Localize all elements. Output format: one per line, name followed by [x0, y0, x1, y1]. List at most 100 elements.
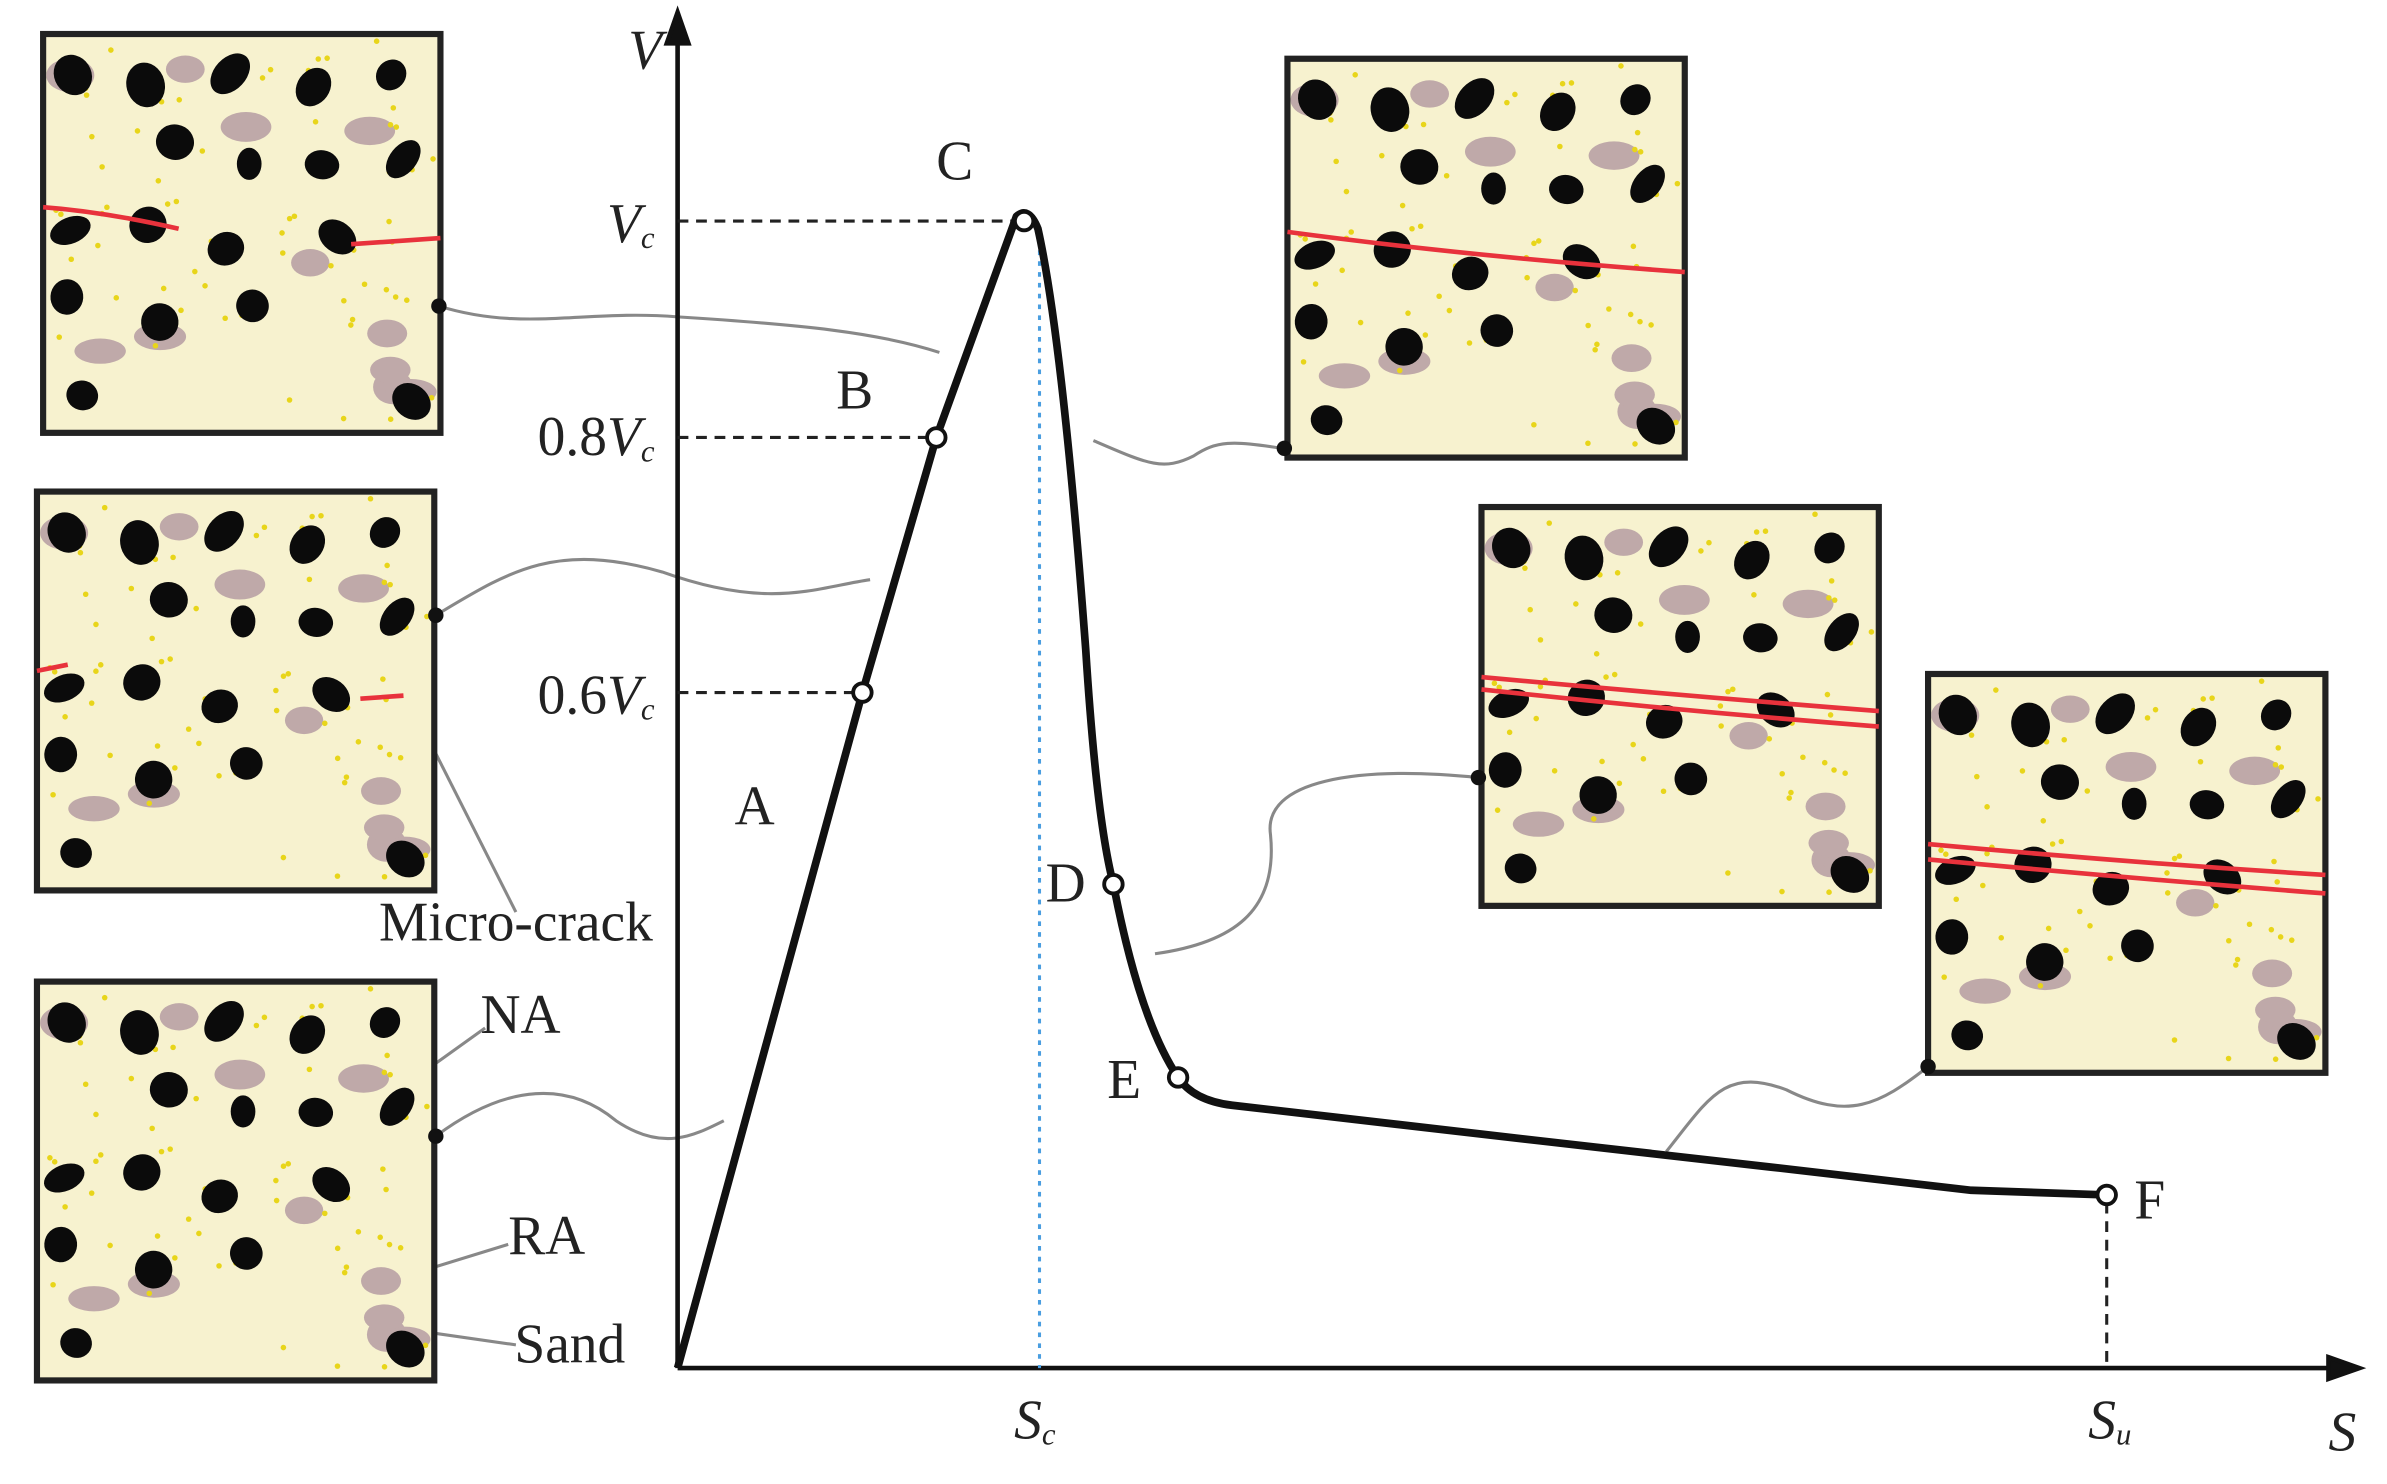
- sand-grain: [383, 1186, 389, 1193]
- recycled-aggregate: [370, 356, 411, 384]
- natural-aggregate: [1294, 240, 1335, 270]
- natural-aggregate: [1935, 919, 1969, 955]
- natural-aggregate: [1814, 532, 1845, 564]
- sand-grain: [279, 230, 285, 236]
- sand-grain: [178, 307, 184, 314]
- natural-aggregate: [1674, 762, 1708, 796]
- natural-aggregate: [392, 383, 431, 420]
- natural-aggregate: [289, 525, 326, 564]
- sand-grain: [280, 673, 287, 679]
- sand-grain: [1409, 225, 1415, 232]
- sand-grain: [1527, 606, 1533, 613]
- recycled-aggregate: [2252, 959, 2293, 988]
- sand-grain: [97, 662, 104, 668]
- natural-aggregate: [1385, 327, 1423, 366]
- sand-grain: [1980, 882, 1986, 889]
- sand-grain: [158, 1148, 165, 1155]
- sand-grain: [380, 676, 386, 682]
- sand-grain: [1494, 807, 1501, 813]
- sand-grain: [1998, 935, 2005, 941]
- crack: [360, 693, 404, 702]
- recycled-aggregate: [159, 1003, 199, 1031]
- anchor-dot: [428, 607, 444, 623]
- recycled-aggregate: [2229, 756, 2281, 786]
- arrow: [2326, 1353, 2367, 1383]
- sand-grain: [1637, 149, 1644, 155]
- sand-grain: [377, 1234, 383, 1241]
- recycled-aggregate: [1535, 273, 1574, 302]
- sand-grain: [134, 128, 141, 134]
- recycled-aggregate: [1464, 136, 1516, 167]
- natural-aggregate: [201, 1179, 238, 1214]
- sand-grain: [193, 605, 199, 612]
- natural-aggregate: [2095, 693, 2135, 735]
- recycled-aggregate: [1604, 528, 1644, 556]
- recycled-aggregate: [291, 249, 330, 277]
- sand-grain: [167, 1146, 173, 1152]
- recycled-aggregate: [2255, 996, 2296, 1024]
- recycled-aggregate: [284, 1196, 324, 1225]
- axis-label: S: [2328, 1402, 2356, 1463]
- natural-aggregate: [47, 1002, 86, 1043]
- sand-grain: [361, 281, 368, 288]
- sand-grain: [2171, 855, 2178, 862]
- recycled-aggregate: [363, 1304, 405, 1331]
- sand-grain: [97, 1152, 104, 1158]
- point-label: B: [836, 360, 873, 421]
- sand-grain: [2045, 925, 2052, 932]
- sand-grain: [1522, 565, 1528, 571]
- sand-grain: [1993, 687, 1999, 693]
- tick-variable: V: [607, 407, 647, 468]
- crack: [36, 662, 69, 674]
- sand-grain: [318, 512, 324, 519]
- panel-background: [1925, 670, 2329, 1076]
- sand-grain: [2164, 870, 2170, 876]
- sand-grain: [1496, 684, 1502, 691]
- sand-grain: [1524, 274, 1530, 281]
- natural-aggregate: [295, 67, 332, 107]
- natural-aggregate: [1824, 613, 1859, 652]
- natural-aggregate: [60, 838, 92, 868]
- sand-grain: [384, 1052, 390, 1059]
- sand-grain: [291, 213, 298, 220]
- sand-grain: [2272, 762, 2279, 768]
- sand-grain: [172, 765, 178, 771]
- sand-grain: [2226, 937, 2232, 944]
- sand-grain: [367, 495, 374, 502]
- natural-aggregate: [1675, 620, 1700, 653]
- recycled-aggregate: [2105, 751, 2157, 782]
- microstructure-panel: [1276, 55, 1688, 461]
- panels: [33, 30, 2329, 1384]
- sand-grain: [1800, 754, 1806, 761]
- sand-grain: [1730, 686, 1736, 693]
- sand-grain: [422, 852, 429, 859]
- sand-grain: [430, 156, 436, 162]
- crack: [350, 235, 441, 247]
- recycled-aggregate: [220, 111, 272, 142]
- sand-grain: [285, 1161, 292, 1167]
- sand-grain: [1585, 322, 1591, 329]
- sand-grain: [1312, 281, 1319, 287]
- sand-grain: [2152, 706, 2159, 713]
- sand-grain: [1725, 688, 1731, 695]
- sand-grain: [185, 1216, 192, 1222]
- sand-grain: [381, 579, 388, 586]
- recycled-aggregate: [2176, 889, 2215, 917]
- sand-grain: [104, 204, 110, 211]
- natural-aggregate: [1504, 853, 1537, 884]
- sand-grain: [1422, 332, 1429, 338]
- sand-grain: [1506, 729, 1513, 736]
- sand-grain: [1537, 683, 1544, 690]
- microstructure-panel: [40, 30, 447, 436]
- sand-grain: [355, 1229, 362, 1235]
- connector: [1665, 1065, 1930, 1153]
- tick-subscript: c: [641, 221, 655, 255]
- sand-grain: [341, 779, 348, 786]
- sand-grain: [2049, 841, 2056, 847]
- sand-grain: [273, 707, 280, 714]
- natural-aggregate: [204, 510, 244, 552]
- natural-aggregate: [386, 840, 425, 878]
- point-label: C: [936, 132, 973, 193]
- point-marker: [925, 426, 948, 449]
- natural-aggregate: [149, 1071, 188, 1108]
